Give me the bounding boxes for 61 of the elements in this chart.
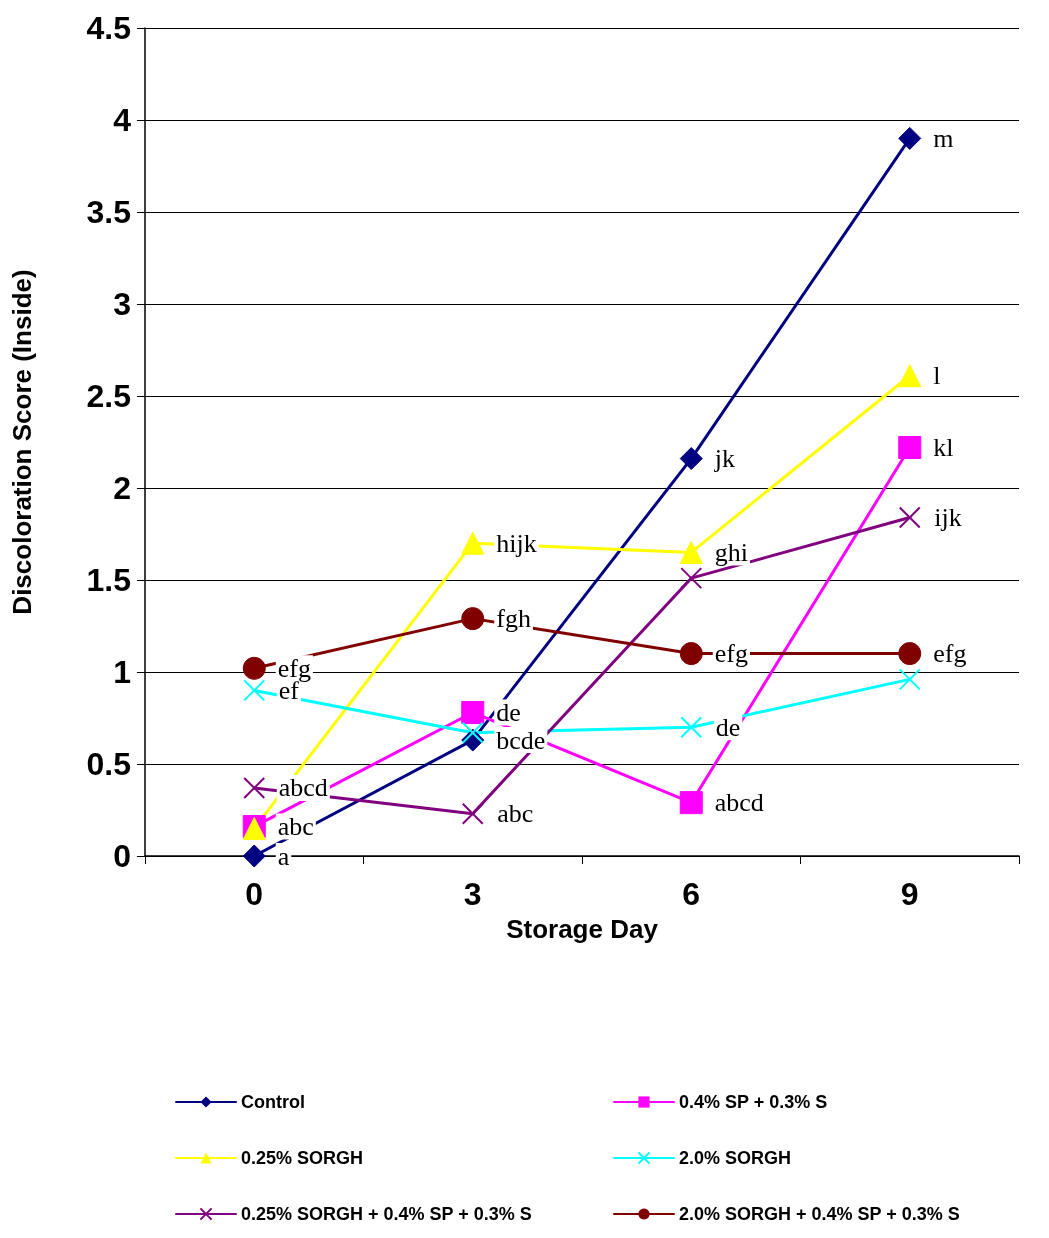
y-tick-label: 3.5 [86,194,131,230]
y-tick-label: 0.5 [86,746,131,782]
legend-label: Control [241,1092,305,1112]
point [898,642,922,666]
data-label: a [277,841,290,871]
data-label: kl [933,433,954,463]
point [461,802,484,825]
x-tick-label: 6 [682,876,701,912]
point [242,656,266,680]
data-label: l [933,361,941,391]
legend-label: 2.0% SORGH [679,1148,792,1168]
point [679,540,703,564]
data-label: abcd [714,788,764,818]
data-label: m [933,123,954,153]
data-label: ghi [714,537,748,567]
data-label: efg [714,639,748,669]
data-label: abc [497,799,534,829]
point [898,126,922,150]
y-tick-label: 2 [113,470,131,506]
point [679,791,703,815]
y-tick-label: 4 [113,102,132,138]
x-axis-title: Storage Day [506,914,659,944]
y-tick-label: 3 [113,286,131,322]
point [898,436,922,460]
point [461,607,485,631]
point [242,844,266,868]
y-tick-label: 0 [113,838,131,874]
point [679,642,703,666]
point [898,668,921,691]
data-label: abcd [278,773,328,803]
point [679,447,703,471]
point [898,506,921,529]
y-tick-label: 1.5 [86,562,131,598]
y-tick-label: 1 [113,654,131,690]
data-label: hijk [496,528,537,558]
legend-label: 0.25% SORGH [241,1148,364,1168]
data-label: bcde [496,725,546,755]
point [243,776,266,799]
legend-label: 2.0% SORGH + 0.4% SP + 0.3% S [679,1204,960,1224]
y-tick-label: 4.5 [86,10,131,46]
data-label: fgh [496,604,531,634]
legend-label: 0.4% SP + 0.3% S [679,1092,828,1112]
point [243,679,266,702]
y-tick-label: 2.5 [86,378,131,414]
data-label: ijk [934,502,962,532]
data-label: de [715,712,741,742]
x-tick-label: 3 [463,876,482,912]
data-label: efg [933,639,967,669]
point [680,567,703,590]
point [898,364,922,388]
data-label: jk [713,444,735,474]
legend-label: 0.25% SORGH + 0.4% SP + 0.3% S [241,1204,532,1224]
point [461,721,484,744]
x-tick-label: 9 [900,876,919,912]
data-label: abc [277,812,314,842]
y-axis-title: Discoloration Score (Inside) [7,269,37,615]
point [461,531,485,555]
point [680,716,703,739]
x-tick-label: 0 [245,876,264,912]
point [461,700,485,724]
data-label: de [496,697,521,727]
